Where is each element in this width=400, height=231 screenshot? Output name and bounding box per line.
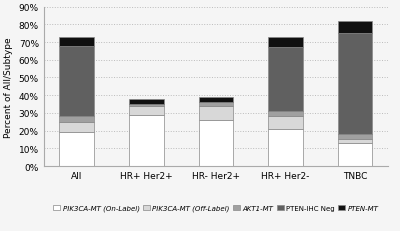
Bar <box>198 121 233 166</box>
Bar <box>338 22 372 34</box>
Bar <box>268 38 303 48</box>
Bar <box>129 115 164 166</box>
Bar <box>268 112 303 117</box>
Bar <box>129 106 164 115</box>
Bar <box>268 48 303 112</box>
Bar <box>59 133 94 166</box>
Bar <box>268 117 303 129</box>
Bar <box>338 135 372 140</box>
Bar <box>59 46 94 117</box>
Legend: PIK3CA-MT (On-Label), PIK3CA-MT (Off-Label), AKT1-MT, PTEN-IHC Neg, PTEN-MT: PIK3CA-MT (On-Label), PIK3CA-MT (Off-Lab… <box>53 205 379 211</box>
Bar <box>198 103 233 106</box>
Bar <box>59 122 94 133</box>
Bar <box>268 129 303 166</box>
Bar <box>338 140 372 143</box>
Bar <box>129 99 164 105</box>
Bar <box>338 143 372 166</box>
Bar <box>198 97 233 103</box>
Bar <box>338 34 372 135</box>
Bar <box>198 106 233 121</box>
Bar <box>129 105 164 106</box>
Y-axis label: Percent of All/Subtype: Percent of All/Subtype <box>4 37 13 137</box>
Bar <box>59 117 94 122</box>
Bar <box>59 38 94 46</box>
